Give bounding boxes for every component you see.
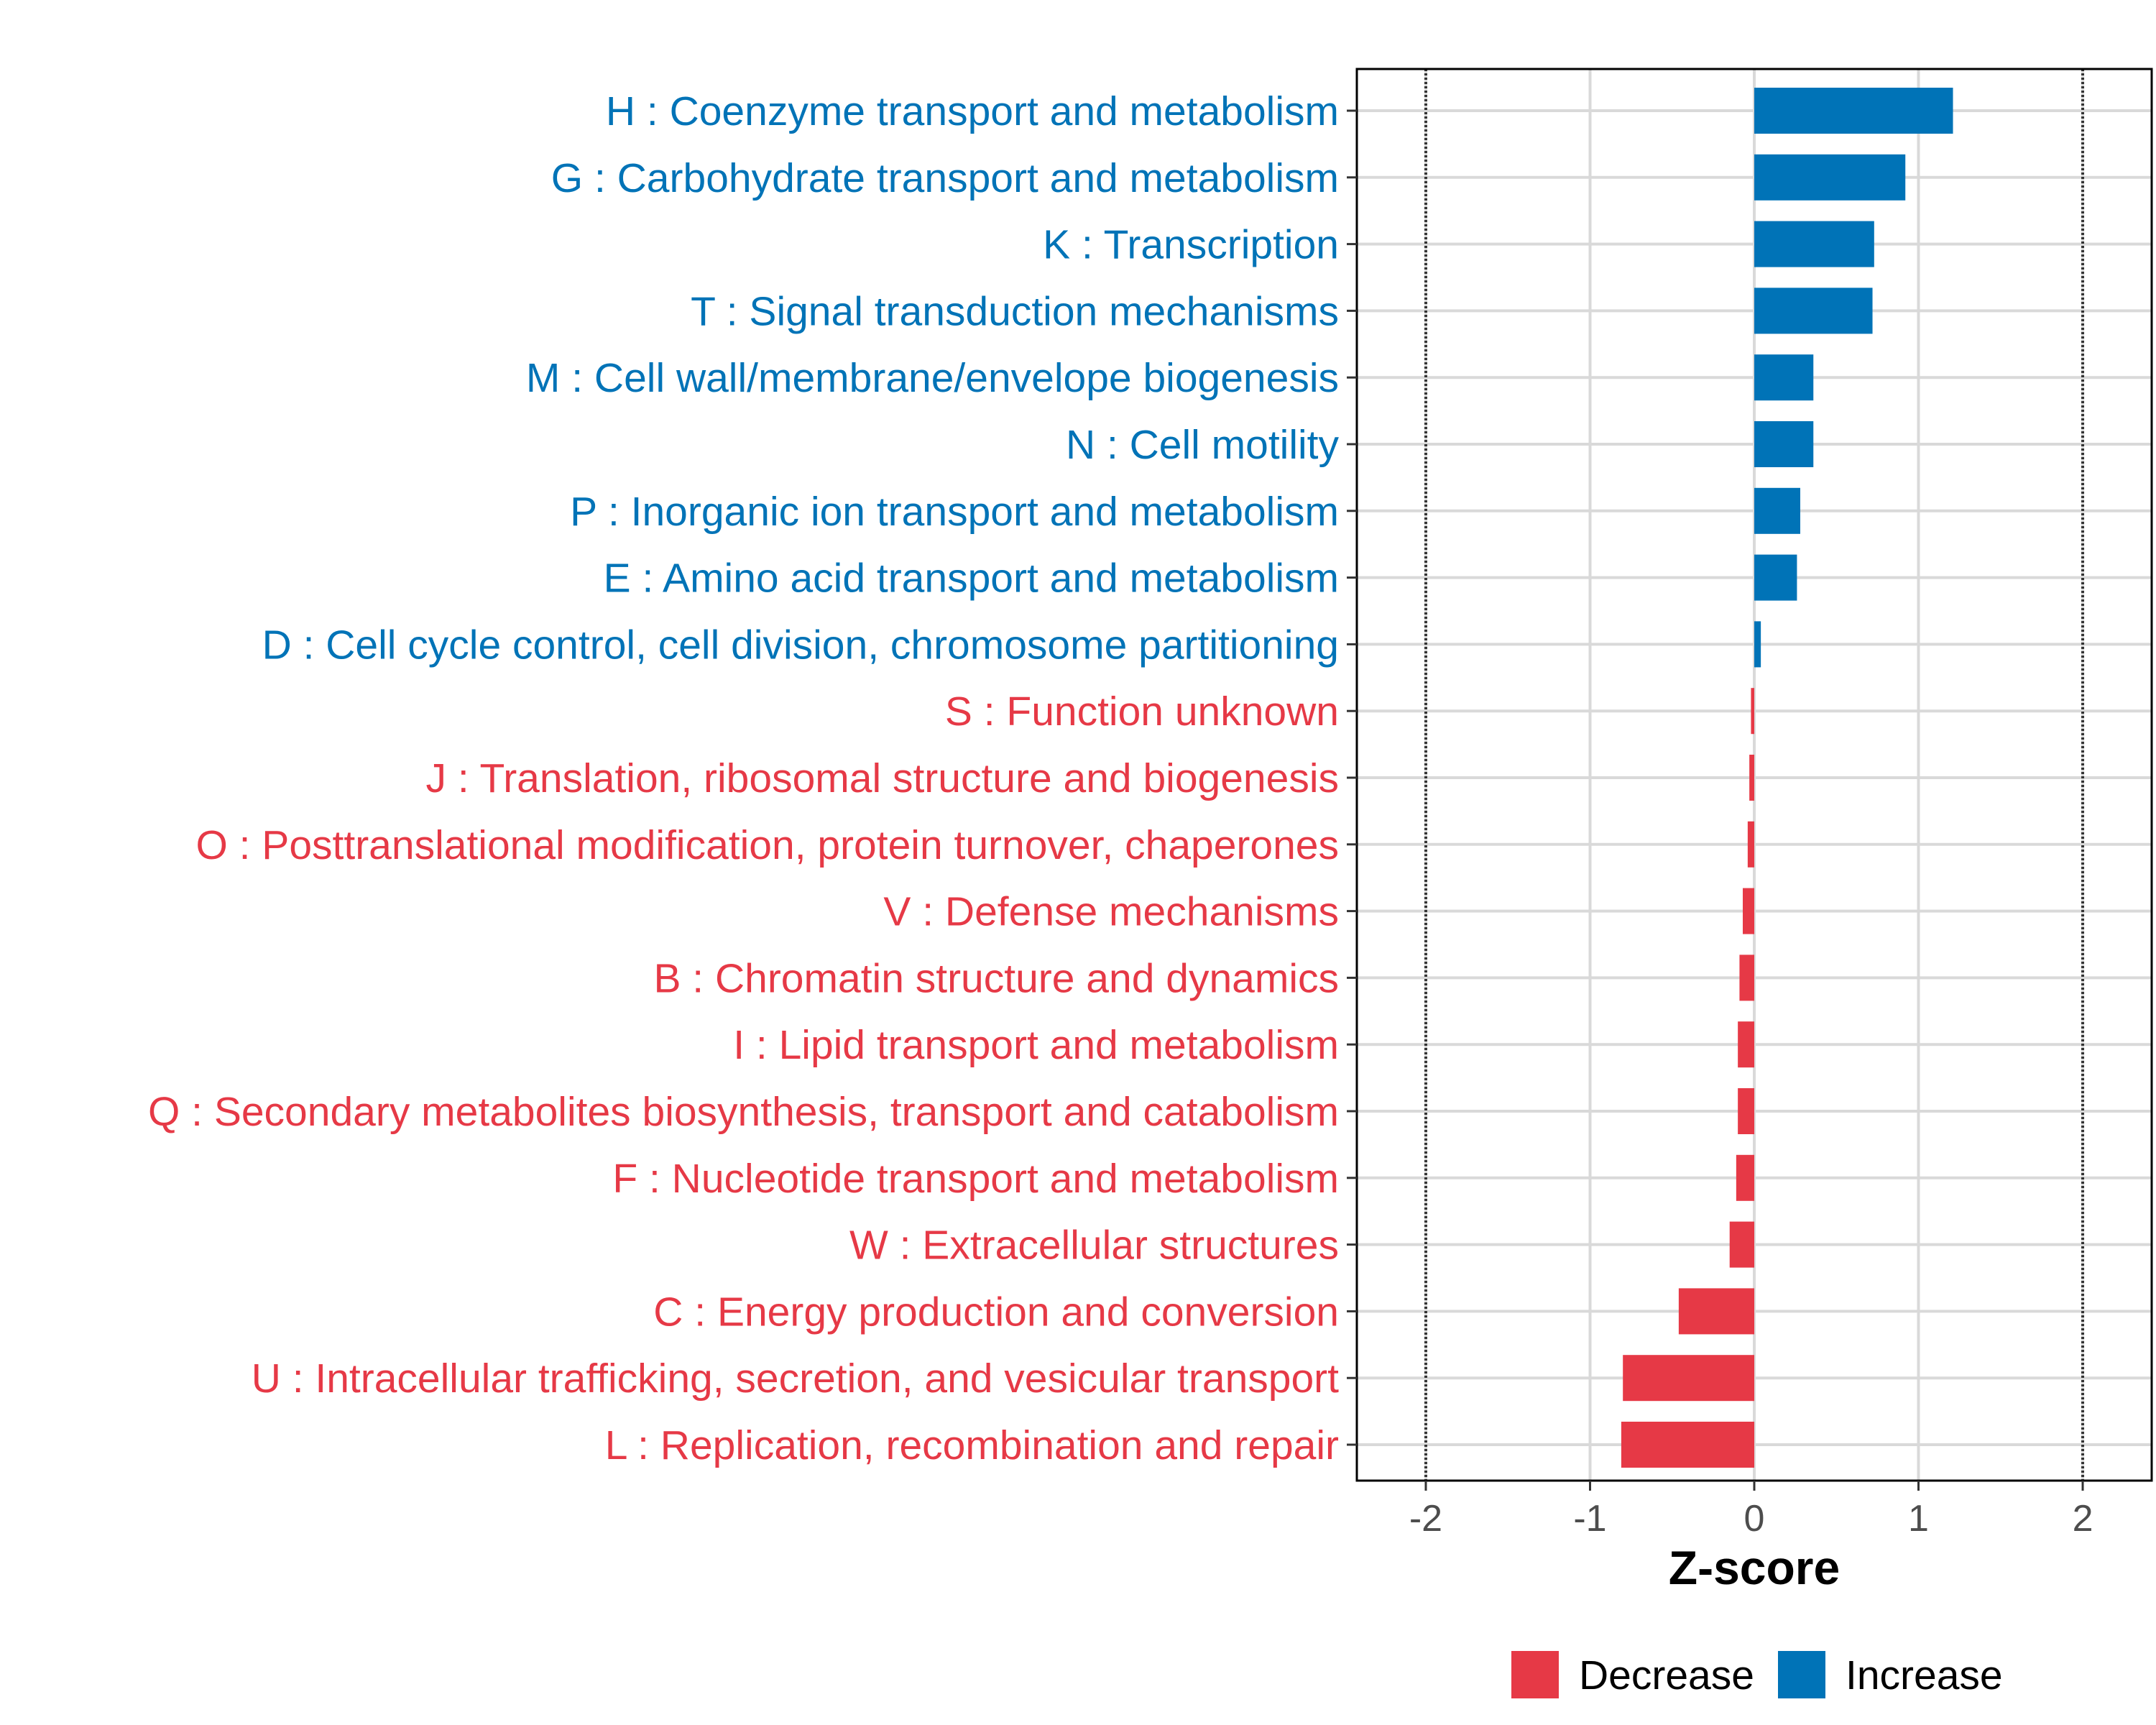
label-layer: H : Coenzyme transport and metabolism G :… bbox=[148, 88, 2093, 1594]
bar bbox=[1754, 221, 1874, 267]
bar bbox=[1743, 888, 1754, 934]
x-tick-label: -2 bbox=[1409, 1498, 1442, 1540]
x-axis-title: Z-score bbox=[1669, 1541, 1840, 1594]
category-label: U : Intracellular trafficking, secretion… bbox=[252, 1356, 1339, 1402]
category-label: C : Energy production and conversion bbox=[653, 1289, 1339, 1335]
category-label: O : Posttranslational modification, prot… bbox=[195, 822, 1339, 868]
category-label: B : Chromatin structure and dynamics bbox=[653, 955, 1339, 1001]
bar bbox=[1754, 154, 1906, 201]
bar bbox=[1738, 1088, 1754, 1134]
bar bbox=[1623, 1355, 1754, 1402]
category-label: P : Inorganic ion transport and metaboli… bbox=[570, 489, 1339, 535]
category-label: K : Transcription bbox=[1043, 222, 1339, 268]
bar bbox=[1739, 954, 1754, 1001]
legend-layer: Decrease Increase bbox=[1511, 1651, 2003, 1698]
x-tick-label: 2 bbox=[2073, 1498, 2093, 1540]
bar bbox=[1754, 288, 1873, 334]
category-label: M : Cell wall/membrane/envelope biogenes… bbox=[526, 355, 1339, 401]
bar-layer bbox=[1621, 88, 1953, 1468]
bar bbox=[1749, 755, 1754, 801]
x-tick-label: 0 bbox=[1744, 1498, 1765, 1540]
bar bbox=[1621, 1422, 1754, 1468]
bar bbox=[1736, 1154, 1754, 1201]
bar bbox=[1747, 821, 1754, 868]
bar bbox=[1754, 554, 1797, 601]
category-label: W : Extracellular structures bbox=[849, 1223, 1339, 1269]
category-label: Q : Secondary metabolites biosynthesis, … bbox=[148, 1089, 1339, 1135]
category-label: T : Signal transduction mechanisms bbox=[691, 288, 1339, 334]
legend-label: Decrease bbox=[1579, 1652, 1754, 1698]
category-label: G : Carbohydrate transport and metabolis… bbox=[551, 155, 1339, 201]
bar bbox=[1754, 621, 1761, 668]
legend-label: Increase bbox=[1846, 1652, 2003, 1698]
bar bbox=[1729, 1221, 1754, 1268]
legend-swatch bbox=[1511, 1651, 1559, 1698]
bar bbox=[1754, 354, 1814, 401]
bar bbox=[1754, 421, 1814, 467]
bar bbox=[1738, 1021, 1754, 1068]
legend-swatch bbox=[1778, 1651, 1825, 1698]
category-label: L : Replication, recombination and repai… bbox=[605, 1422, 1339, 1468]
category-label: D : Cell cycle control, cell division, c… bbox=[262, 622, 1339, 668]
category-label: J : Translation, ribosomal structure and… bbox=[426, 755, 1339, 801]
bar bbox=[1754, 88, 1953, 134]
x-tick-label: -1 bbox=[1573, 1498, 1606, 1540]
category-label: F : Nucleotide transport and metabolism bbox=[612, 1156, 1339, 1202]
category-label: S : Function unknown bbox=[945, 689, 1339, 735]
category-label: V : Defense mechanisms bbox=[883, 889, 1339, 935]
category-label: N : Cell motility bbox=[1066, 422, 1340, 468]
category-label: H : Coenzyme transport and metabolism bbox=[606, 88, 1339, 134]
bar bbox=[1678, 1288, 1754, 1335]
x-tick-label: 1 bbox=[1908, 1498, 1929, 1540]
category-label: E : Amino acid transport and metabolism bbox=[604, 556, 1339, 602]
bar bbox=[1751, 688, 1754, 735]
bar bbox=[1754, 487, 1800, 534]
category-label: I : Lipid transport and metabolism bbox=[733, 1022, 1339, 1068]
